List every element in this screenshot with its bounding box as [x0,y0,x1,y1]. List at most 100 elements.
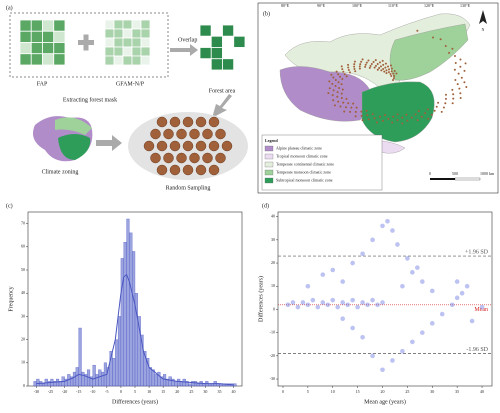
map-dot [330,73,333,76]
kde-line [36,273,234,386]
map-dot [343,110,346,113]
map-dot [352,102,355,105]
grid-cell [131,28,142,39]
map-dot [332,76,335,79]
grid-cell [210,47,223,60]
point [345,302,350,308]
x-tick-label: 35 [217,389,221,394]
map-dot [358,65,361,68]
point [305,302,311,308]
map-dot [381,119,384,122]
point [370,297,375,303]
sample-dot [195,116,207,128]
bar [168,376,172,387]
fap-label: FAP [37,81,48,87]
grid-cell [30,19,43,32]
x-tick-label: 35 [455,389,459,394]
map-dot [341,77,344,80]
point [454,295,460,301]
grid-cell [122,46,133,57]
grid-cell [210,24,223,37]
x-tick-label: 10 [147,389,151,394]
grid-cell [199,24,212,37]
map-dot [387,71,390,74]
map-dot [465,85,468,88]
point [380,300,385,305]
map-dot [382,67,385,70]
sample-dot [208,140,220,152]
map-dot [374,64,377,67]
grid-cell [122,28,133,39]
bar [132,251,136,387]
point [340,300,345,305]
map-dot [395,72,398,75]
lon-label: 80°E [281,3,290,8]
map-dot [347,102,350,105]
samples [143,116,233,176]
map-dot [437,101,440,104]
map-dot [370,62,373,65]
map-dot [444,102,447,105]
map-dot [353,65,356,68]
map-dot [344,106,347,109]
map-dot [389,64,392,67]
legend-box [261,134,383,191]
x-tick-label: 25 [189,389,193,394]
grid-cell [19,30,32,43]
map-dot [383,70,386,73]
ref-label: -1.96 SD [466,347,488,353]
sample-dot [202,152,213,164]
scale-label: 0 [429,171,431,176]
point [310,297,316,303]
grid-cell [199,58,212,71]
grid-cell [222,24,235,37]
map-dot [414,113,417,116]
legend-label: Temperate continental climatic zone [276,161,334,166]
map-dot [342,70,345,73]
point [410,339,415,345]
bar [233,383,237,387]
map-dot [333,104,336,107]
grid-cell [53,42,66,55]
grid-cell [222,58,235,71]
map-dot [361,58,364,61]
point [390,358,395,363]
map-dot [384,66,387,69]
sample-dot [176,128,187,140]
x-tick-label: -25 [48,389,53,394]
x-tick-label: -10 [90,389,95,394]
grid-cell [104,28,115,39]
map-dot [340,92,343,95]
point [464,283,470,289]
north-arrow [479,10,487,24]
sample-dot [156,164,168,176]
bar [123,242,127,387]
map-dot [353,63,356,66]
map-dot [390,75,393,77]
x-tick-label: -15 [76,389,81,394]
x-tick-label: 5 [307,389,309,394]
sample-dot [169,140,181,152]
point [340,316,345,322]
map-dot [396,113,399,116]
sample-dot [208,164,220,176]
sample-dot [195,140,207,152]
map-dot [427,117,430,120]
point [325,302,331,308]
y-tick-label: 30 [271,237,275,242]
point [429,288,435,294]
y-axis-label: Differences (years) [257,276,264,322]
map-dot [442,106,445,109]
grid-cell [131,46,142,57]
map-dot [390,67,393,70]
grid-cell [131,37,142,48]
map-dot [459,92,462,95]
y-tick-label: 20 [271,260,275,265]
bar [177,378,181,387]
arrow [170,44,198,56]
map-dot [337,100,340,103]
bar [72,371,77,387]
point [469,318,475,324]
bar [36,378,40,387]
grid-cell [30,30,43,43]
